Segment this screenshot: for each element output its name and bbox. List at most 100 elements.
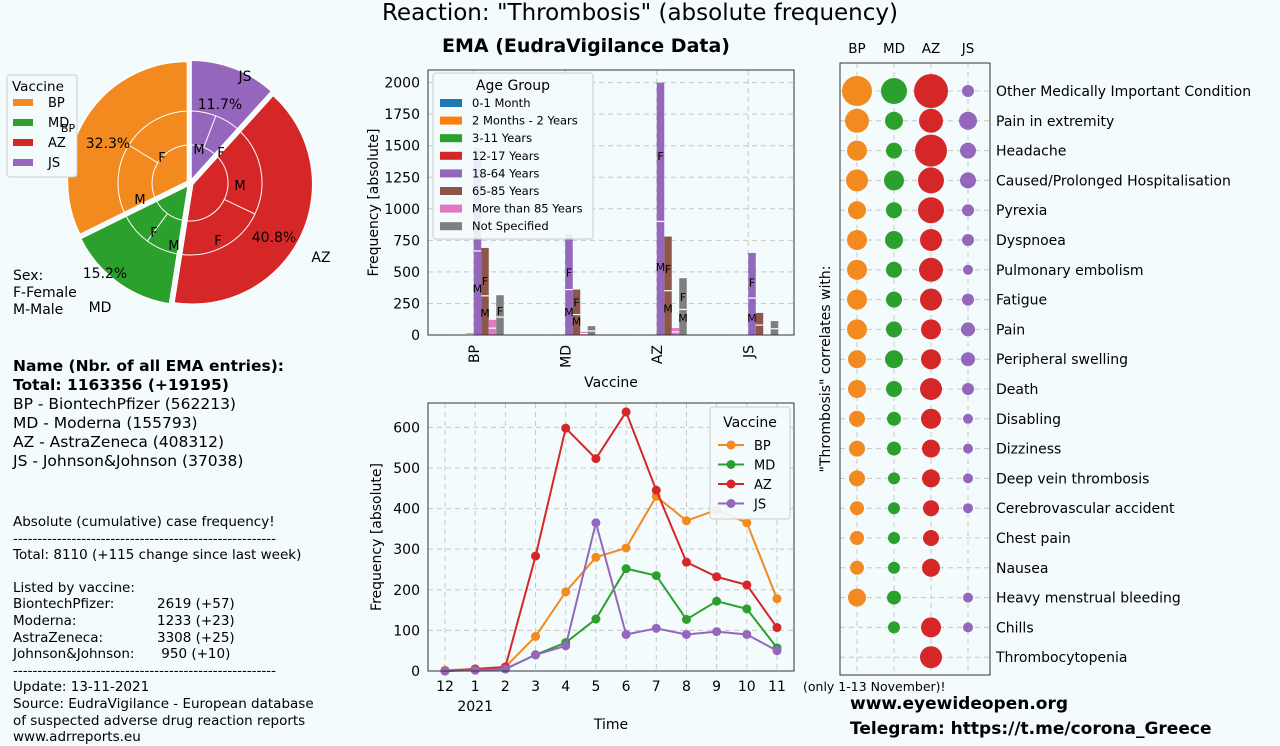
line-point-az bbox=[651, 485, 661, 495]
bubble-row-label: Death bbox=[996, 382, 1038, 398]
line-point-bp bbox=[742, 518, 752, 528]
legend-swatch bbox=[440, 99, 462, 107]
bubble-az bbox=[921, 408, 941, 429]
line-x-tick-label: 11 bbox=[768, 679, 786, 695]
bubble-bp bbox=[849, 410, 865, 427]
bubble-md bbox=[887, 590, 901, 605]
bubble-js bbox=[959, 111, 977, 130]
line-point-md bbox=[742, 604, 752, 614]
bubble-md bbox=[886, 291, 902, 308]
line-series-az bbox=[444, 409, 778, 672]
line-series-js bbox=[444, 522, 778, 672]
bar-bp-series-5 bbox=[481, 247, 489, 335]
bubble-row-label: Pyrexia bbox=[996, 203, 1047, 219]
bar-y-tick-label: 1000 bbox=[384, 202, 420, 218]
stats-source: Source: EudraVigilance - European databa… bbox=[13, 695, 314, 712]
bar-y-axis-label: Frequency [absolute] bbox=[366, 129, 382, 277]
bar-sex-label: M bbox=[480, 307, 490, 320]
bubble-bp bbox=[845, 108, 869, 133]
legend-label-md: MD bbox=[48, 116, 69, 131]
pie-inner-ring bbox=[189, 144, 216, 156]
line-point-js bbox=[742, 629, 752, 639]
legend-label: 0-1 Month bbox=[472, 96, 530, 110]
stats-row-label: Moderna: bbox=[13, 612, 77, 629]
info-line: JS - Johnson&Johnson (37038) bbox=[13, 452, 244, 470]
bar-sex-label: M bbox=[747, 312, 757, 325]
line-point-md bbox=[712, 596, 722, 606]
legend-swatch bbox=[440, 151, 462, 160]
line-y-tick-label: 100 bbox=[393, 623, 420, 639]
pie-sex-label: F bbox=[150, 226, 157, 241]
line-point-js bbox=[500, 664, 510, 674]
line-point-az bbox=[561, 423, 571, 433]
bubble-az bbox=[915, 134, 947, 167]
bubble-js bbox=[963, 413, 973, 424]
bubble-y-axis-label: "Thrombosis" correlates with: bbox=[818, 266, 834, 473]
line-point-bp bbox=[621, 543, 631, 553]
line-point-az bbox=[742, 580, 752, 590]
line-x-tick-label: 5 bbox=[591, 679, 600, 695]
pie-sex-divider bbox=[224, 198, 256, 215]
pie-slice-js bbox=[190, 59, 273, 183]
website-link[interactable]: www.eyewideopen.org bbox=[850, 694, 1069, 714]
bubble-az bbox=[922, 469, 940, 488]
legend-label: 12-17 Years bbox=[472, 149, 539, 163]
bubble-row-label: Chills bbox=[996, 620, 1034, 636]
bubble-js bbox=[962, 234, 974, 246]
line-x-tick-label: 4 bbox=[561, 679, 570, 695]
legend-label-js: JS bbox=[47, 156, 60, 171]
bubble-md bbox=[886, 261, 902, 278]
bubble-row-label: Headache bbox=[996, 144, 1066, 160]
page-title: Reaction: "Thrombosis" (absolute frequen… bbox=[381, 0, 898, 26]
bar-x-tick-label: AZ bbox=[650, 345, 666, 364]
bubble-md bbox=[888, 561, 900, 574]
bar-y-tick-label: 2000 bbox=[384, 76, 420, 92]
legend-label: JS bbox=[753, 498, 766, 513]
legend-marker bbox=[726, 499, 736, 508]
pie-sex-label: M bbox=[168, 239, 179, 254]
telegram-link[interactable]: Telegram: https://t.me/corona_Greece bbox=[850, 719, 1212, 739]
bubble-js bbox=[960, 142, 976, 159]
info-total: Total: 1163356 (+19195) bbox=[13, 376, 229, 394]
bar-sex-label: F bbox=[680, 291, 686, 304]
bubble-md bbox=[888, 532, 900, 544]
bubble-bp bbox=[849, 440, 865, 457]
bubble-md bbox=[885, 231, 903, 249]
info-line: BP - BiontechPfizer (562213) bbox=[13, 395, 236, 413]
bubble-md bbox=[887, 411, 901, 426]
line-y-tick-label: 0 bbox=[411, 664, 420, 680]
bubble-js bbox=[962, 204, 974, 217]
line-point-md bbox=[651, 571, 661, 581]
line-point-md bbox=[621, 564, 631, 574]
bubble-md bbox=[888, 621, 900, 634]
legend-label: Not Specified bbox=[472, 219, 549, 233]
line-y-tick-label: 600 bbox=[393, 420, 420, 436]
stats-update: Update: 13-11-2021 bbox=[13, 679, 150, 696]
bubble-md bbox=[884, 170, 904, 191]
pie-outer-label: JS bbox=[237, 69, 251, 85]
bar-sex-label: M bbox=[473, 282, 483, 295]
bubble-md bbox=[886, 381, 902, 397]
bar-sex-label: M bbox=[663, 302, 673, 315]
bar-sex-label: F bbox=[566, 266, 572, 279]
stats-row-label: BiontechPfizer: bbox=[13, 596, 115, 613]
line-x-tick-label: 3 bbox=[531, 679, 540, 695]
legend-swatch bbox=[440, 204, 462, 213]
bubble-bp bbox=[849, 470, 865, 487]
pie-sex-divider bbox=[128, 144, 158, 164]
bar-sex-label: M bbox=[656, 261, 666, 274]
bubble-md bbox=[888, 472, 900, 485]
bubble-az bbox=[920, 288, 942, 311]
line-x-tick-label: 10 bbox=[738, 679, 756, 695]
bubble-az bbox=[914, 74, 948, 108]
bubble-az bbox=[919, 257, 943, 282]
bar-bp-series-6 bbox=[488, 319, 497, 335]
bar-plot-frame bbox=[427, 69, 795, 336]
bubble-row-label: Pulmonary embolism bbox=[996, 263, 1144, 279]
pie-sex-label: M bbox=[134, 193, 145, 208]
bubble-js bbox=[963, 264, 973, 275]
line-y-axis-label: Frequency [absolute] bbox=[369, 463, 385, 611]
info-line: MD - Moderna (155793) bbox=[13, 414, 198, 432]
bubble-az bbox=[923, 500, 939, 517]
